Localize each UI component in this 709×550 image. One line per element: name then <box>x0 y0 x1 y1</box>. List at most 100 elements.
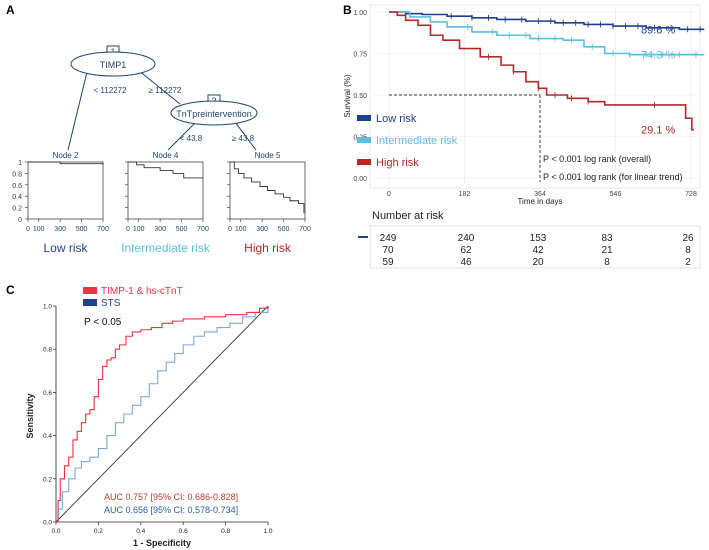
km-legend-label-low: Low risk <box>376 113 417 125</box>
panel-c-label: C <box>6 283 15 297</box>
km-stat-trend: P < 0.001 log rank (for linear trend) <box>543 172 683 182</box>
km-end-label-low: 89.6 % <box>641 24 675 36</box>
roc-x-tick-label: 1.0 <box>263 528 272 535</box>
tree-edge <box>167 122 196 151</box>
leaf-y-tick-label: 0.4 <box>12 194 22 201</box>
roc-x-tick-label: 0.2 <box>94 528 103 535</box>
leaf-x-tick-label: 700 <box>299 226 311 233</box>
roc-y-tick-label: 0.6 <box>43 390 52 397</box>
risk-table-cell: 2 <box>685 257 691 268</box>
tree-inner-variable: TnTpreintervention <box>176 109 252 119</box>
risk-table-cell: 153 <box>530 233 547 244</box>
roc-x-tick-label: 0.8 <box>221 528 230 535</box>
roc-legend-label-blue: STS <box>101 298 121 309</box>
risk-table-cell: 42 <box>532 245 544 256</box>
panel-a-decision-tree: A 1 TIMP1 < 112272 ≥ 112272 3 TnTpreinte… <box>6 3 311 255</box>
leaf-risk-group-label: High risk <box>244 241 292 255</box>
km-stat-overall: P < 0.001 log rank (overall) <box>543 154 651 164</box>
leaf-x-tick-label: 0 <box>126 226 130 233</box>
leaf-x-tick-label: 0 <box>228 226 232 233</box>
leaf-node-name: Node 2 <box>53 151 79 160</box>
leaf-risk-group-label: Low risk <box>43 241 88 255</box>
km-x-axis-title: Time in days <box>517 197 562 206</box>
roc-curves <box>55 305 269 523</box>
leaf-y-tick-label: 0.2 <box>12 206 22 213</box>
tree-inner-node <box>170 100 258 126</box>
tree-split-label: < 43.8 <box>180 134 203 143</box>
leaf-node-name: Node 4 <box>153 151 179 160</box>
leaf-x-tick-label: 500 <box>176 226 188 233</box>
roc-y-tick-label: 0.4 <box>43 433 52 440</box>
km-legend-label-intermediate: Intermediate risk <box>376 135 458 147</box>
leaf-y-tick-label: 0.8 <box>12 171 22 178</box>
panel-c-roc: C 0.0 0.2 0.4 0.6 0.8 1.0 0.0 0.2 0.4 0.6 0.8 1.0 S… <box>6 283 273 548</box>
leaf-y-tick-label: 1 <box>18 160 22 167</box>
leaf-x-tick-label: 0 <box>26 226 30 233</box>
roc-x-tick-label: 0.6 <box>179 528 188 535</box>
leaf-x-tick-label: 500 <box>278 226 290 233</box>
roc-y-tick-label: 0.2 <box>43 476 52 483</box>
roc-curve-roc_blue_light <box>56 306 269 523</box>
roc-auc-red: AUC 0.757 [95% CI: 0.686-0.828] <box>104 492 238 502</box>
roc-x-tick-label: 0.4 <box>136 528 145 535</box>
leaf-x-tick-label: 500 <box>76 226 88 233</box>
leaf-x-tick-label: 100 <box>133 226 145 233</box>
km-legend-swatch-low <box>357 115 371 121</box>
km-x-tick-label: 0 <box>387 191 391 198</box>
roc-legend-label-red: TIMP-1 & hs-cTnT <box>101 286 183 297</box>
risk-table-cell: 8 <box>685 245 691 256</box>
leaf-survival-curve <box>128 161 203 179</box>
roc-axes: 0.0 0.2 0.4 0.6 0.8 1.0 0.0 0.2 0.4 0.6 0.8 1.0 <box>43 304 273 536</box>
roc-reference-diagonal <box>55 305 269 523</box>
leaf-x-tick-label: 300 <box>256 226 268 233</box>
risk-table-cell: 62 <box>460 245 472 256</box>
tree-split-label: ≥ 112272 <box>149 86 182 95</box>
risk-table-cell: 8 <box>604 257 610 268</box>
risk-table-cell: 83 <box>601 233 613 244</box>
leaf-survival-curve <box>28 161 104 165</box>
leaf-x-tick-label: 700 <box>197 226 209 233</box>
km-curve-high <box>389 11 694 131</box>
leaf-x-tick-label: 300 <box>54 226 66 233</box>
tree-root-variable: TIMP1 <box>100 60 127 70</box>
roc-y-tick-label: 0.0 <box>43 520 52 527</box>
panel-b-label: B <box>343 3 352 17</box>
risk-table-title: Number at risk <box>372 210 444 222</box>
km-curve-low <box>389 11 705 31</box>
tree-edge <box>67 71 88 151</box>
tree-edge <box>137 69 181 105</box>
leaf-plot-frame <box>27 161 104 220</box>
tree-root-node <box>70 51 156 77</box>
roc-y-tick-label: 0.8 <box>43 347 52 354</box>
risk-table-cell: 20 <box>532 257 544 268</box>
risk-table-cell: 21 <box>601 245 613 256</box>
km-y-tick-label: 0.00 <box>353 176 367 183</box>
roc-y-axis-title: Sensitivity <box>25 393 35 438</box>
leaf-y-tick-label: 0.6 <box>12 183 22 190</box>
leaf-risk-group-label: Intermediate risk <box>121 241 211 255</box>
roc-auc-blue: AUC 0.656 [95% CI: 0.578-0.734] <box>104 505 238 515</box>
km-plot-area <box>369 4 701 189</box>
roc-x-axis-title: 1 - Specificity <box>133 538 191 548</box>
km-y-axis-title: Survival (%) <box>343 74 352 117</box>
risk-table-cell: 240 <box>458 233 475 244</box>
tree-split-label: ≥ 43.8 <box>232 134 255 143</box>
roc-curve-roc_red <box>56 306 269 523</box>
leaf-x-tick-label: 100 <box>235 226 247 233</box>
leaf-x-tick-label: 100 <box>33 226 45 233</box>
roc-y-tick-label: 1.0 <box>43 304 52 311</box>
leaf-x-tick-label: 300 <box>154 226 166 233</box>
roc-x-tick-label: 0.0 <box>51 528 60 535</box>
roc-p-value: P < 0.05 <box>84 317 122 328</box>
risk-table-cell: 46 <box>460 257 472 268</box>
leaf-x-tick-label: 700 <box>97 226 109 233</box>
km-y-tick-label: 1.00 <box>353 10 367 17</box>
leaf-node-name: Node 5 <box>255 151 281 160</box>
roc-legend-swatch-blue <box>83 299 97 306</box>
km-legend-label-high: High risk <box>376 157 419 169</box>
km-y-tick-label: 0.75 <box>353 52 367 59</box>
